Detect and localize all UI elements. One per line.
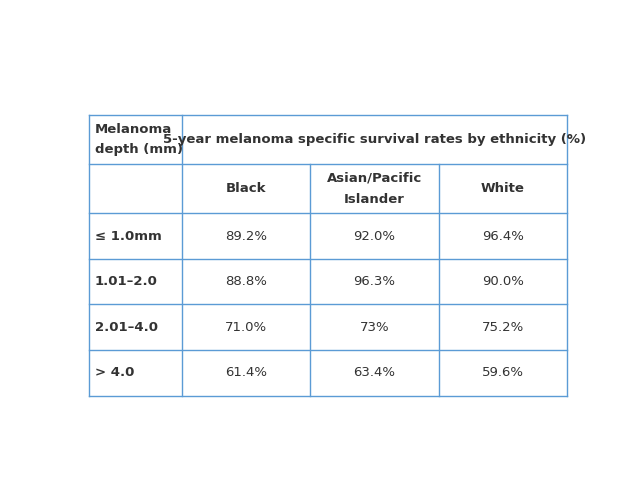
Text: 75.2%: 75.2% bbox=[482, 321, 524, 334]
Text: Melanoma: Melanoma bbox=[95, 122, 172, 136]
Text: ≤ 1.0mm: ≤ 1.0mm bbox=[95, 229, 162, 242]
Text: Asian/Pacific
Islander: Asian/Pacific Islander bbox=[327, 172, 422, 205]
Text: 90.0%: 90.0% bbox=[482, 275, 524, 288]
Text: > 4.0: > 4.0 bbox=[95, 366, 134, 380]
Text: Black: Black bbox=[226, 182, 267, 195]
Text: White: White bbox=[481, 182, 525, 195]
Text: 63.4%: 63.4% bbox=[354, 366, 396, 380]
Text: 2.01–4.0: 2.01–4.0 bbox=[95, 321, 158, 334]
Text: 96.4%: 96.4% bbox=[482, 229, 524, 242]
Text: 73%: 73% bbox=[360, 321, 389, 334]
Text: 89.2%: 89.2% bbox=[225, 229, 268, 242]
Text: 96.3%: 96.3% bbox=[354, 275, 396, 288]
Text: 5-year melanoma specific survival rates by ethnicity (%): 5-year melanoma specific survival rates … bbox=[163, 133, 586, 146]
Text: depth (mm): depth (mm) bbox=[95, 144, 183, 156]
Text: 71.0%: 71.0% bbox=[225, 321, 268, 334]
Text: 1.01–2.0: 1.01–2.0 bbox=[95, 275, 157, 288]
Text: 61.4%: 61.4% bbox=[225, 366, 268, 380]
Text: 59.6%: 59.6% bbox=[482, 366, 524, 380]
Text: 88.8%: 88.8% bbox=[225, 275, 268, 288]
Text: 92.0%: 92.0% bbox=[354, 229, 396, 242]
